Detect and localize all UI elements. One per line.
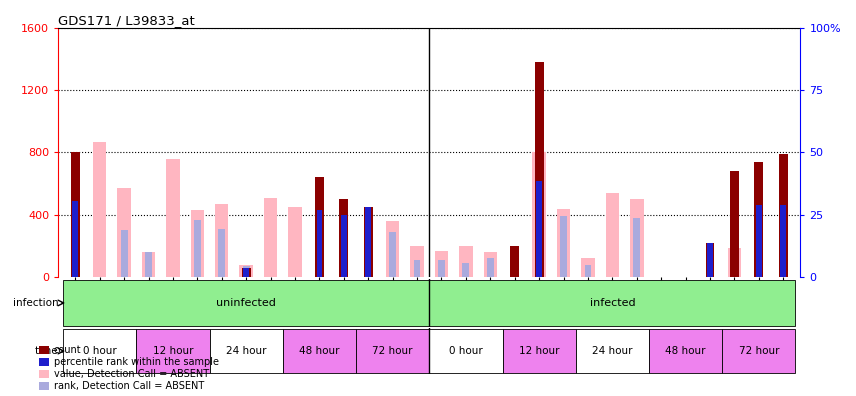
Bar (536, 181, 542, 277)
Bar (705, 243, 715, 277)
Bar (146, 252, 152, 277)
Bar (606, 193, 619, 277)
Bar (438, 260, 445, 277)
Bar (356, 329, 429, 373)
Bar (429, 329, 502, 373)
Bar (535, 62, 544, 277)
Bar (413, 260, 420, 277)
Legend: count, percentile rank within the sample, value, Detection Call = ABSENT, rank, : count, percentile rank within the sample… (39, 345, 218, 391)
Text: 48 hour: 48 hour (665, 346, 706, 356)
Bar (510, 246, 519, 277)
Bar (487, 259, 494, 277)
Text: 24 hour: 24 hour (592, 346, 633, 356)
Bar (242, 268, 251, 277)
Bar (633, 218, 640, 277)
Bar (722, 329, 795, 373)
Bar (315, 177, 324, 277)
Bar (707, 243, 713, 277)
Bar (429, 280, 795, 326)
Bar (71, 152, 80, 277)
Text: 72 hour: 72 hour (739, 346, 779, 356)
Bar (121, 230, 128, 277)
Bar (288, 207, 301, 277)
Bar (410, 246, 424, 277)
Bar (389, 232, 396, 277)
Text: 12 hour: 12 hour (519, 346, 559, 356)
Bar (779, 154, 788, 277)
Text: infection: infection (13, 298, 59, 308)
Bar (576, 329, 649, 373)
Text: time: time (35, 346, 59, 356)
Bar (756, 206, 762, 277)
Bar (264, 198, 277, 277)
Bar (73, 201, 78, 277)
Bar (532, 152, 546, 277)
Bar (341, 215, 347, 277)
Bar (215, 204, 229, 277)
Text: 72 hour: 72 hour (372, 346, 413, 356)
Bar (191, 210, 204, 277)
Bar (630, 199, 644, 277)
Bar (781, 206, 786, 277)
Text: 12 hour: 12 hour (152, 346, 193, 356)
Bar (317, 210, 323, 277)
Bar (194, 219, 201, 277)
Bar (282, 329, 356, 373)
Bar (210, 329, 282, 373)
Text: infected: infected (590, 298, 635, 308)
Bar (117, 188, 131, 277)
Text: uninfected: uninfected (217, 298, 276, 308)
Bar (136, 329, 210, 373)
Bar (730, 171, 739, 277)
Bar (364, 207, 372, 277)
Bar (243, 268, 249, 277)
Bar (435, 251, 449, 277)
Bar (63, 329, 136, 373)
Text: 0 hour: 0 hour (83, 346, 116, 356)
Bar (585, 265, 591, 277)
Bar (63, 280, 430, 326)
Bar (93, 141, 106, 277)
Bar (386, 221, 400, 277)
Bar (557, 209, 570, 277)
Text: GDS171 / L39833_at: GDS171 / L39833_at (58, 13, 195, 27)
Bar (560, 216, 567, 277)
Bar (166, 159, 180, 277)
Bar (340, 199, 348, 277)
Text: 24 hour: 24 hour (226, 346, 266, 356)
Text: 48 hour: 48 hour (300, 346, 340, 356)
Bar (218, 229, 225, 277)
Bar (462, 263, 469, 277)
Bar (142, 252, 155, 277)
Bar (649, 329, 722, 373)
Bar (484, 252, 497, 277)
Bar (240, 265, 253, 277)
Bar (243, 266, 250, 277)
Bar (728, 248, 741, 277)
Bar (502, 329, 576, 373)
Bar (581, 259, 595, 277)
Bar (366, 207, 372, 277)
Text: 0 hour: 0 hour (449, 346, 483, 356)
Bar (459, 246, 473, 277)
Bar (754, 162, 764, 277)
